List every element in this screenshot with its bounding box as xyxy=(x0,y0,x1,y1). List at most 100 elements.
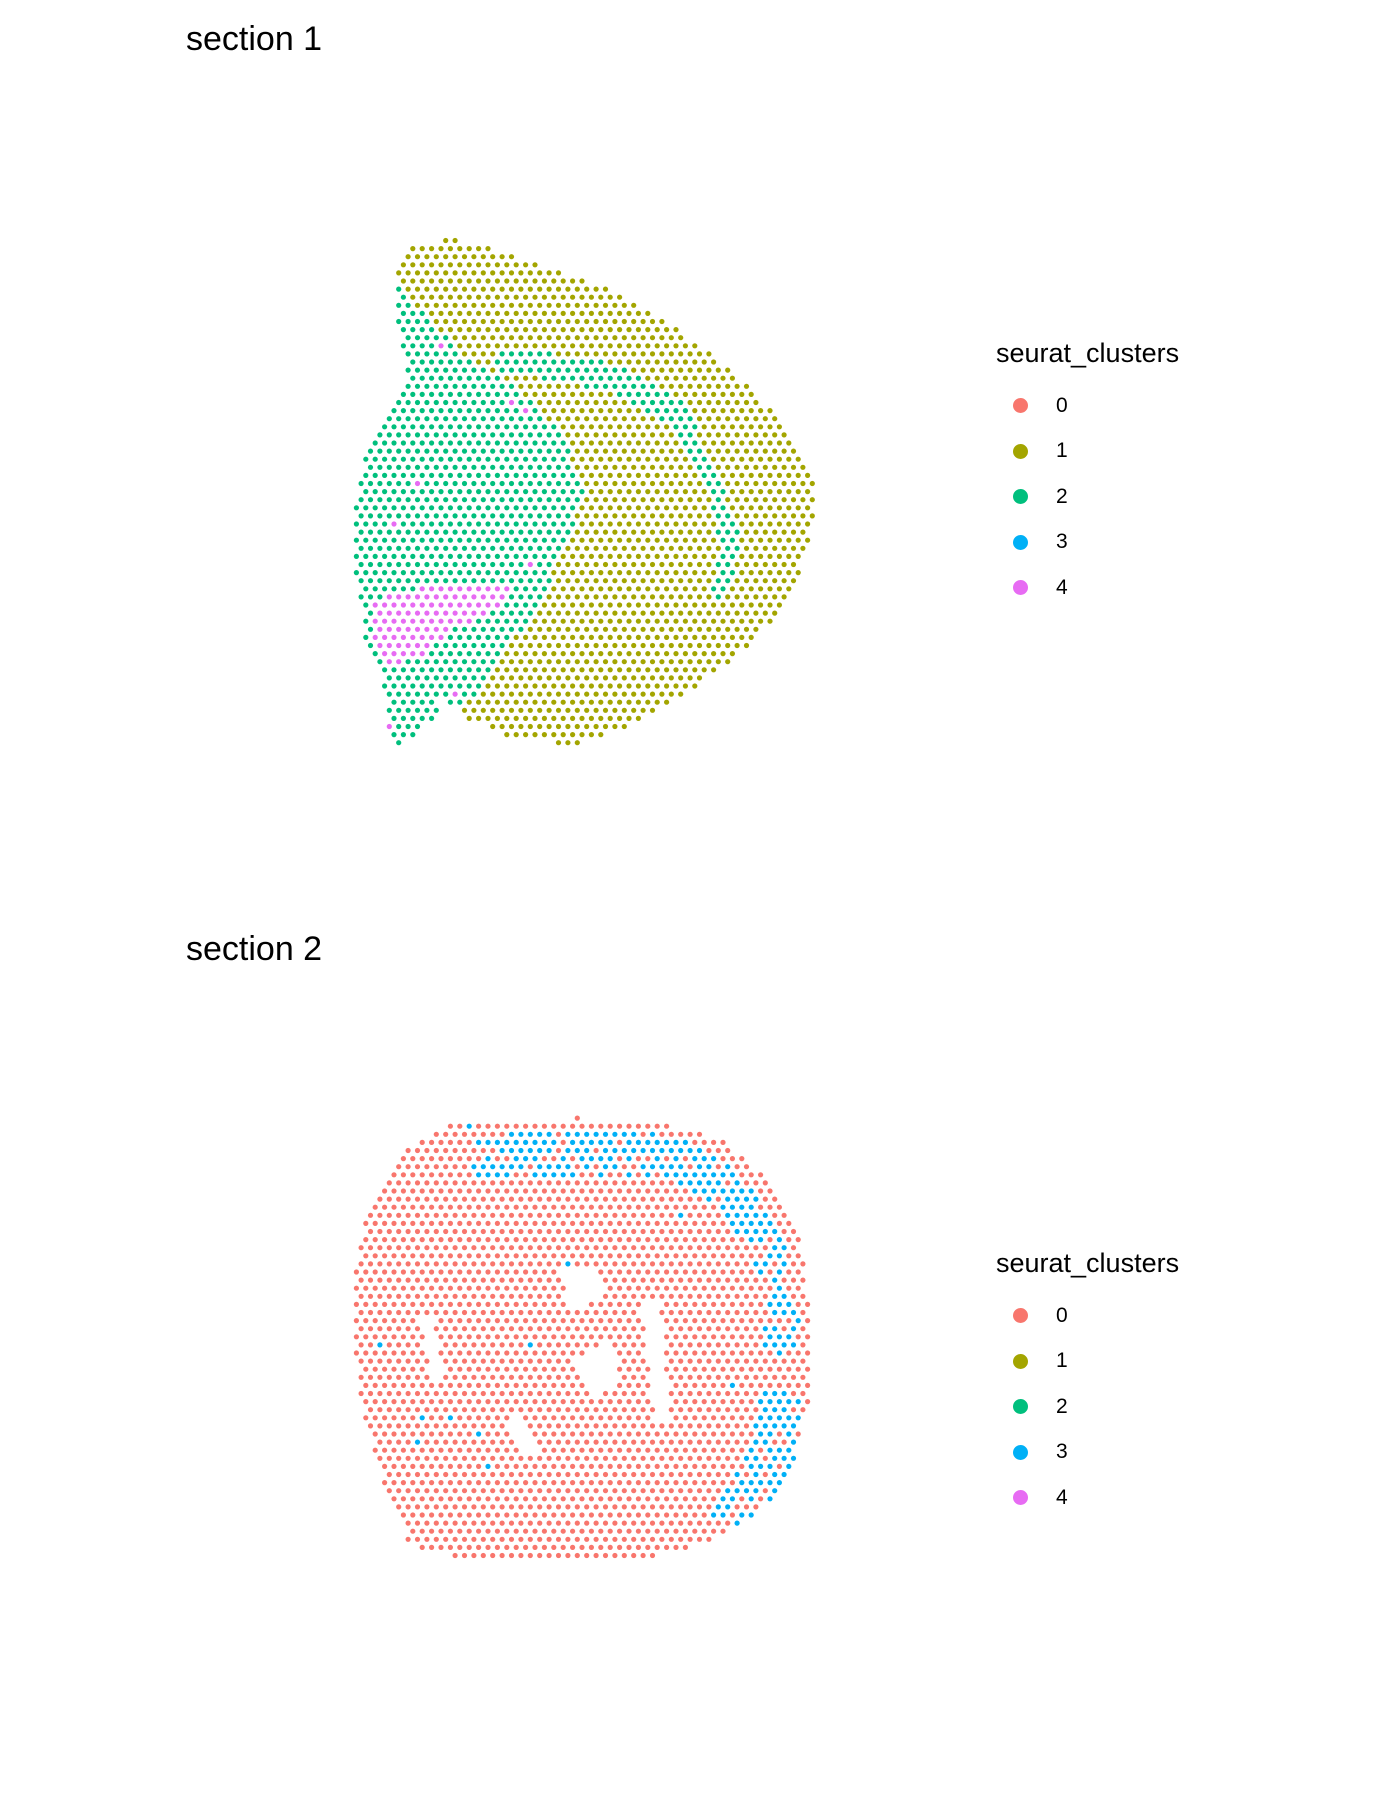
spot-cluster-0 xyxy=(673,1301,679,1307)
spot-cluster-1 xyxy=(579,310,585,316)
spot-cluster-1 xyxy=(438,262,444,268)
spot-cluster-0 xyxy=(386,1196,392,1202)
spot-cluster-1 xyxy=(494,327,500,333)
spot-cluster-1 xyxy=(682,375,688,381)
spot-cluster-0 xyxy=(729,1156,735,1162)
spot-cluster-2 xyxy=(433,691,439,697)
spot-cluster-2 xyxy=(532,602,538,608)
spot-cluster-3 xyxy=(584,1131,590,1137)
spot-cluster-0 xyxy=(602,1309,609,1316)
spot-cluster-3 xyxy=(762,1212,768,1218)
spot-cluster-1 xyxy=(795,521,801,527)
spot-cluster-2 xyxy=(396,302,402,308)
spot-cluster-2 xyxy=(725,545,731,551)
spot-cluster-3 xyxy=(701,1172,707,1178)
spot-cluster-0 xyxy=(363,1269,369,1275)
spot-cluster-0 xyxy=(781,1277,787,1283)
spot-cluster-1 xyxy=(640,707,646,713)
spot-cluster-1 xyxy=(654,602,660,608)
spot-cluster-0 xyxy=(668,1228,674,1235)
spot-cluster-0 xyxy=(692,1253,698,1259)
spot-cluster-0 xyxy=(447,1334,453,1340)
spot-cluster-4 xyxy=(386,626,392,632)
spot-cluster-1 xyxy=(725,659,731,665)
spot-cluster-2 xyxy=(466,375,472,381)
spot-cluster-1 xyxy=(706,594,712,600)
spot-cluster-1 xyxy=(438,278,444,284)
spot-cluster-2 xyxy=(485,570,491,576)
spot-cluster-1 xyxy=(795,553,801,559)
spot-cluster-0 xyxy=(476,1253,482,1259)
spot-cluster-1 xyxy=(602,529,609,535)
spot-cluster-1 xyxy=(555,383,562,389)
spot-cluster-0 xyxy=(701,1139,707,1145)
spot-cluster-2 xyxy=(433,416,439,422)
spot-cluster-0 xyxy=(635,1350,641,1356)
spot-cluster-0 xyxy=(687,1358,693,1364)
spot-cluster-2 xyxy=(414,545,421,551)
spot-cluster-0 xyxy=(457,1301,463,1307)
spot-cluster-0 xyxy=(734,1326,740,1332)
spot-cluster-1 xyxy=(649,513,656,519)
spot-cluster-0 xyxy=(786,1350,792,1356)
spot-cluster-1 xyxy=(584,545,590,551)
spot-cluster-1 xyxy=(584,497,590,503)
spot-cluster-0 xyxy=(560,1220,566,1226)
spot-cluster-0 xyxy=(504,1431,510,1437)
spot-cluster-0 xyxy=(466,1285,472,1291)
spot-cluster-2 xyxy=(490,432,496,438)
spot-cluster-1 xyxy=(758,618,764,624)
spot-cluster-0 xyxy=(490,1504,496,1510)
spot-cluster-1 xyxy=(668,464,674,470)
spot-cluster-2 xyxy=(386,578,392,584)
spot-cluster-0 xyxy=(485,1318,491,1324)
spot-cluster-0 xyxy=(739,1318,745,1324)
spot-cluster-0 xyxy=(518,1261,524,1267)
spot-cluster-0 xyxy=(471,1309,477,1316)
spot-cluster-0 xyxy=(396,1374,402,1380)
spot-cluster-2 xyxy=(433,480,439,487)
spot-cluster-0 xyxy=(565,1196,571,1202)
spot-cluster-0 xyxy=(762,1358,768,1364)
spot-cluster-1 xyxy=(631,626,637,632)
spot-cluster-2 xyxy=(551,472,557,478)
spot-cluster-1 xyxy=(739,634,745,640)
spot-cluster-0 xyxy=(494,1318,500,1324)
spot-cluster-2 xyxy=(513,489,519,495)
spot-cluster-0 xyxy=(457,1139,463,1145)
spot-cluster-4 xyxy=(523,408,529,414)
spot-cluster-0 xyxy=(560,1366,566,1372)
spot-cluster-3 xyxy=(649,1131,656,1137)
spot-cluster-1 xyxy=(607,537,613,543)
spot-cluster-0 xyxy=(753,1504,759,1510)
spot-cluster-0 xyxy=(447,1156,453,1162)
spot-cluster-2 xyxy=(400,391,406,397)
spot-cluster-0 xyxy=(452,1407,458,1413)
spot-cluster-3 xyxy=(748,1204,754,1210)
spot-cluster-1 xyxy=(626,602,632,608)
spot-cluster-0 xyxy=(654,1204,660,1210)
spot-cluster-1 xyxy=(565,383,571,389)
spot-cluster-1 xyxy=(668,578,674,584)
spot-cluster-0 xyxy=(725,1423,731,1429)
spot-cluster-1 xyxy=(687,578,693,584)
spot-cluster-2 xyxy=(565,448,571,454)
spot-cluster-1 xyxy=(696,578,703,584)
spot-cluster-0 xyxy=(565,1471,571,1478)
spot-cluster-0 xyxy=(645,1447,651,1453)
spot-cluster-3 xyxy=(758,1431,764,1437)
spot-cluster-1 xyxy=(626,570,632,576)
spot-cluster-1 xyxy=(508,270,515,276)
spot-cluster-3 xyxy=(776,1480,782,1486)
spot-cluster-1 xyxy=(607,343,613,349)
spot-cluster-2 xyxy=(410,537,416,543)
spot-cluster-0 xyxy=(447,1447,453,1453)
spot-cluster-3 xyxy=(772,1309,778,1316)
spot-cluster-0 xyxy=(565,1536,571,1542)
spot-cluster-0 xyxy=(631,1520,637,1526)
spot-cluster-2 xyxy=(476,618,482,624)
spot-cluster-1 xyxy=(687,383,693,389)
spot-cluster-0 xyxy=(649,1423,656,1429)
spot-cluster-1 xyxy=(645,472,651,478)
spot-cluster-0 xyxy=(494,1269,500,1275)
